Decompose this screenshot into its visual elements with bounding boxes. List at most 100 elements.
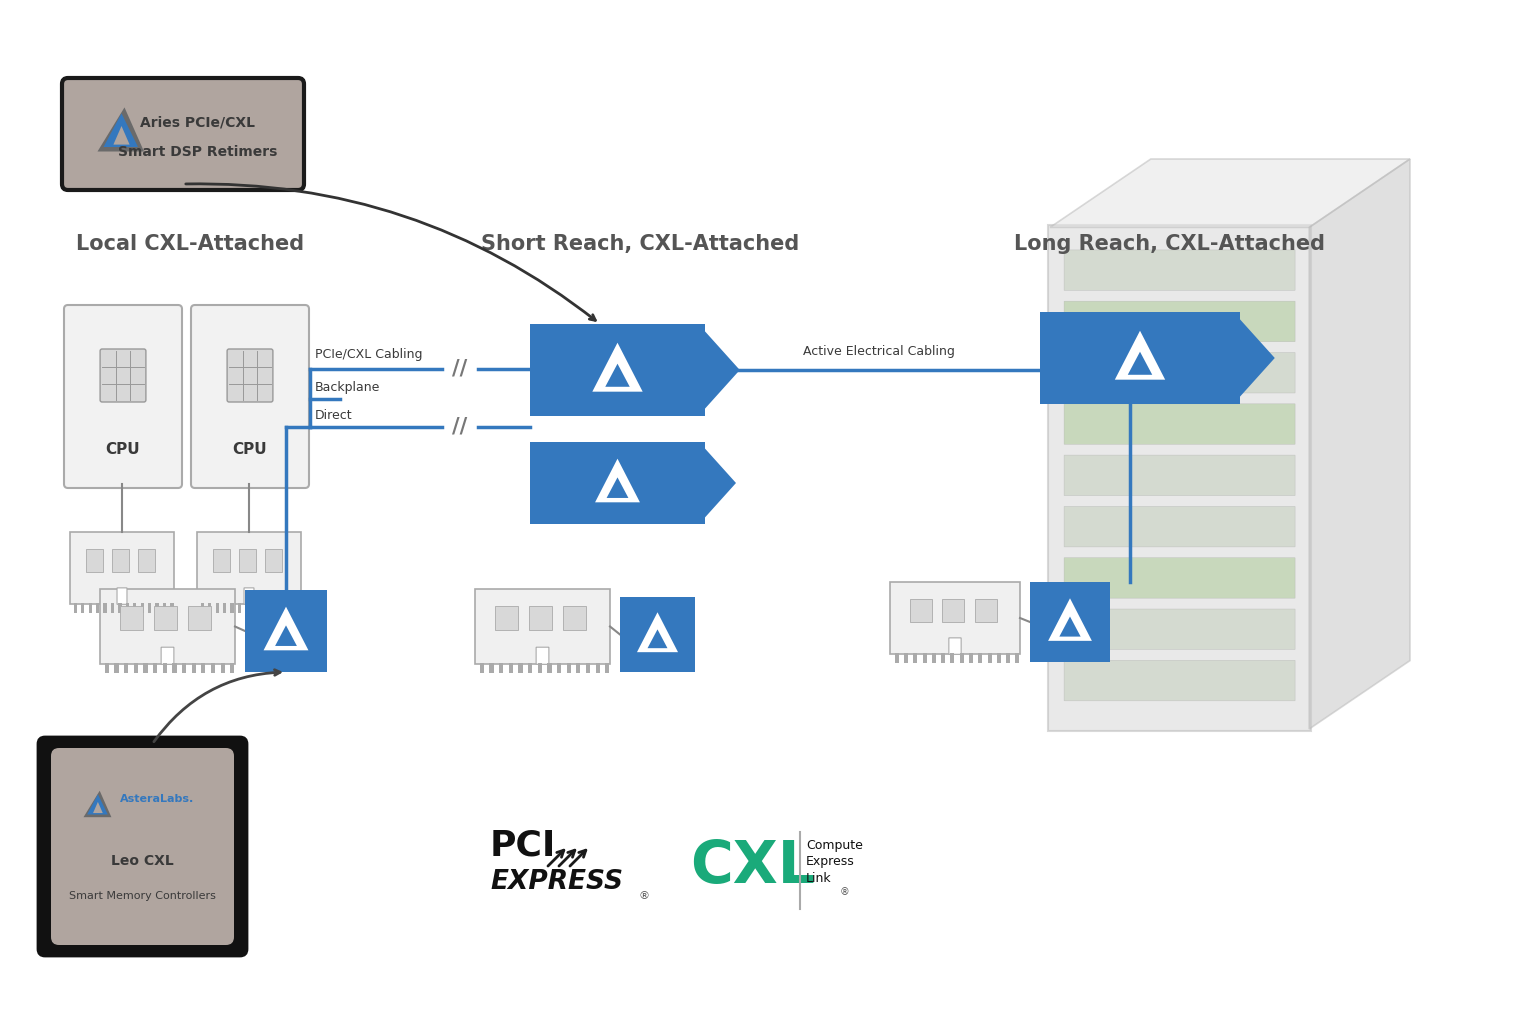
Text: Aries PCIe/CXL: Aries PCIe/CXL (140, 115, 255, 129)
Bar (155, 602, 158, 612)
Bar (230, 663, 235, 673)
Bar (508, 663, 513, 673)
FancyBboxPatch shape (120, 606, 143, 630)
Bar (558, 663, 561, 673)
Text: //: // (453, 417, 467, 437)
Text: PCIe/CXL Cabling: PCIe/CXL Cabling (315, 348, 422, 361)
Bar (260, 602, 263, 612)
Bar (290, 602, 293, 612)
FancyBboxPatch shape (475, 589, 610, 664)
FancyBboxPatch shape (238, 549, 257, 571)
Bar (95, 602, 100, 612)
Bar (923, 652, 926, 663)
FancyBboxPatch shape (154, 606, 177, 630)
Text: AsteraLabs.: AsteraLabs. (120, 795, 194, 805)
FancyBboxPatch shape (1064, 455, 1295, 496)
Bar (209, 602, 212, 612)
Bar (894, 652, 899, 663)
FancyBboxPatch shape (100, 589, 235, 664)
Polygon shape (264, 606, 309, 650)
FancyBboxPatch shape (949, 638, 962, 654)
FancyBboxPatch shape (528, 606, 551, 630)
FancyBboxPatch shape (1031, 582, 1111, 662)
FancyBboxPatch shape (161, 647, 174, 665)
Bar (126, 602, 129, 612)
Polygon shape (705, 449, 736, 517)
Polygon shape (593, 343, 642, 391)
FancyBboxPatch shape (530, 442, 705, 524)
Bar (104, 663, 109, 673)
Polygon shape (607, 477, 628, 498)
Bar (81, 602, 84, 612)
Polygon shape (1127, 351, 1152, 375)
FancyBboxPatch shape (1064, 507, 1295, 547)
Polygon shape (114, 126, 129, 144)
FancyBboxPatch shape (100, 349, 146, 402)
Bar (115, 663, 118, 673)
Bar (567, 663, 571, 673)
FancyBboxPatch shape (71, 532, 174, 604)
Text: Long Reach, CXL-Attached: Long Reach, CXL-Attached (1014, 234, 1326, 254)
FancyBboxPatch shape (889, 582, 1020, 654)
Bar (969, 652, 972, 663)
FancyBboxPatch shape (138, 549, 155, 571)
FancyBboxPatch shape (536, 647, 548, 665)
FancyBboxPatch shape (1040, 312, 1240, 404)
Bar (479, 663, 484, 673)
FancyBboxPatch shape (1064, 558, 1295, 598)
Bar (605, 663, 610, 673)
Polygon shape (648, 630, 668, 648)
Bar (118, 602, 121, 612)
Bar (111, 602, 114, 612)
Bar (914, 652, 917, 663)
Polygon shape (594, 459, 641, 503)
Bar (988, 652, 992, 663)
Bar (172, 663, 177, 673)
FancyBboxPatch shape (562, 606, 585, 630)
Bar (951, 652, 954, 663)
Bar (221, 663, 224, 673)
Bar (267, 602, 270, 612)
Polygon shape (1240, 319, 1275, 396)
Bar (163, 663, 167, 673)
Bar (499, 663, 504, 673)
FancyBboxPatch shape (61, 78, 304, 190)
Bar (576, 663, 581, 673)
FancyBboxPatch shape (117, 588, 127, 604)
Polygon shape (1048, 598, 1092, 641)
Bar (163, 602, 166, 612)
Bar (103, 602, 106, 612)
Bar (170, 602, 174, 612)
Text: EXPRESS: EXPRESS (490, 869, 624, 895)
Bar (210, 663, 215, 673)
Text: Compute: Compute (806, 840, 863, 853)
FancyBboxPatch shape (1064, 250, 1295, 291)
FancyBboxPatch shape (530, 324, 705, 416)
FancyBboxPatch shape (246, 590, 327, 672)
Bar (1015, 652, 1020, 663)
Text: Link: Link (806, 871, 831, 885)
FancyBboxPatch shape (1064, 352, 1295, 393)
FancyBboxPatch shape (1064, 609, 1295, 649)
FancyBboxPatch shape (190, 305, 309, 488)
FancyBboxPatch shape (495, 606, 518, 630)
Bar (596, 663, 599, 673)
FancyBboxPatch shape (1064, 301, 1295, 342)
Bar (154, 663, 157, 673)
Text: Local CXL-Attached: Local CXL-Attached (75, 234, 304, 254)
Polygon shape (94, 802, 103, 813)
Text: Smart DSP Retimers: Smart DSP Retimers (118, 145, 278, 159)
Bar (192, 663, 195, 673)
Bar (230, 602, 233, 612)
Bar (960, 652, 963, 663)
Bar (903, 652, 908, 663)
Bar (978, 652, 982, 663)
Bar (283, 602, 286, 612)
Bar (518, 663, 522, 673)
Polygon shape (275, 626, 296, 646)
Text: Smart Memory Controllers: Smart Memory Controllers (69, 891, 217, 901)
FancyBboxPatch shape (1064, 403, 1295, 444)
Text: Short Reach, CXL-Attached: Short Reach, CXL-Attached (481, 234, 799, 254)
Polygon shape (103, 114, 138, 147)
Text: CXL: CXL (690, 838, 816, 895)
